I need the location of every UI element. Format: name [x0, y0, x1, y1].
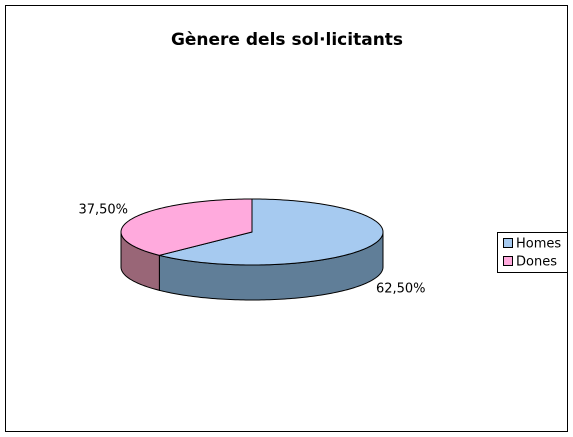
legend-label: Dones: [516, 255, 557, 270]
pie-slice: [159, 198, 384, 266]
chart-title: Gènere dels sol·licitants: [171, 30, 403, 50]
legend-label: Homes: [516, 237, 561, 252]
legend-swatch: [503, 256, 513, 266]
pie-slice: [120, 198, 253, 256]
data-label: 62,50%: [376, 282, 426, 297]
data-label: 37,50%: [78, 202, 128, 217]
legend-swatch: [503, 238, 513, 248]
